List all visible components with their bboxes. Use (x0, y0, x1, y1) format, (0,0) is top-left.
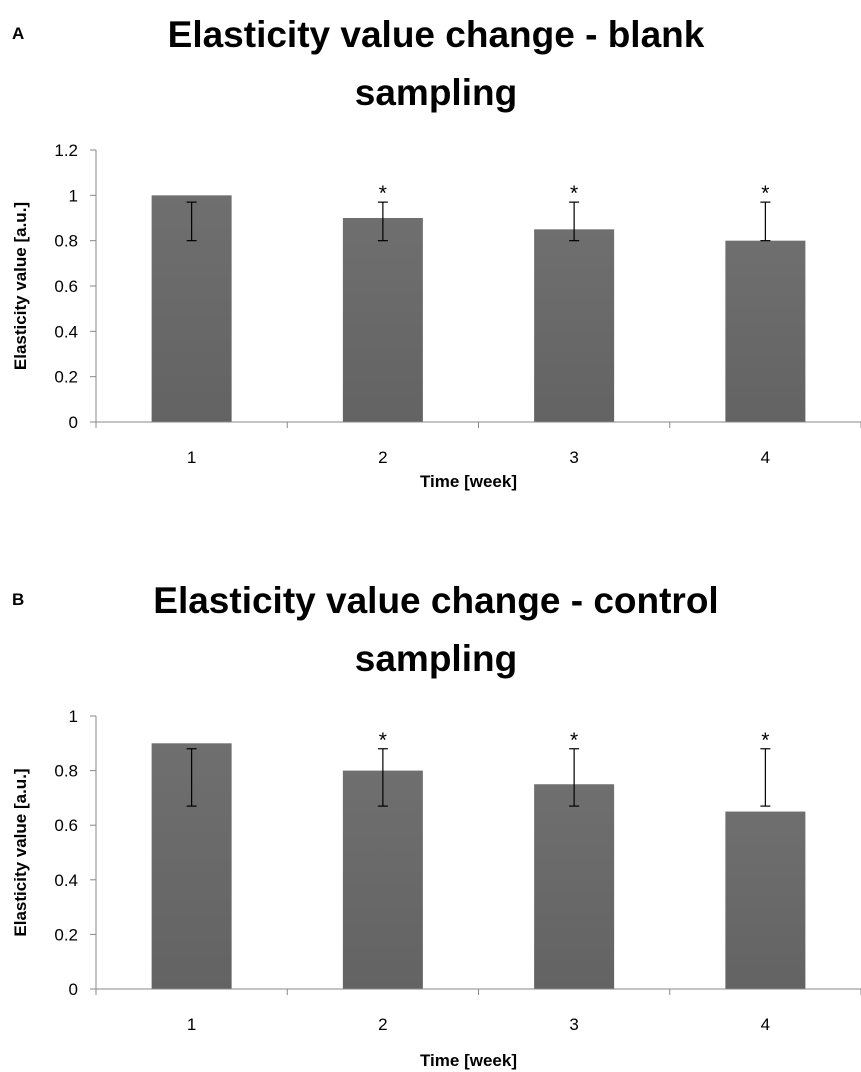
significance-marker: * (570, 182, 578, 205)
error-bar (569, 748, 580, 807)
y-tick-label: 0.4 (54, 322, 78, 341)
x-axis-title: Time [week] (420, 472, 517, 491)
bar-chart: 0 0.2 0.4 0.6 0.8 1 1.2 1 2 3 4 * * * Time [week] Elast… (11, 141, 861, 491)
x-tick-label: 4 (761, 1015, 770, 1034)
significance-marker: * (379, 729, 387, 752)
bar (725, 811, 806, 989)
significance-marker: * (379, 182, 387, 205)
chart-panel-a: A Elasticity value change - blank sampli… (11, 14, 861, 491)
chart-panel-b: B Elasticity value change - control samp… (0, 560, 861, 1072)
y-tick-label: 1 (69, 186, 78, 205)
chart-title: Elasticity value change - control sampli… (153, 580, 719, 679)
significance-marker: * (761, 182, 769, 205)
chart-title: Elasticity value change - blank sampling (167, 14, 705, 113)
y-tick-label: 1.2 (54, 141, 78, 160)
bar-chart: 0 0.2 0.4 0.6 0.8 1 1 2 3 4 * * * Time [week] Elastici… (11, 707, 861, 1070)
bar (534, 229, 615, 422)
bar (534, 784, 615, 989)
y-tick-label: 0.8 (54, 232, 78, 251)
x-tick-label: 1 (187, 448, 196, 467)
error-bar (377, 201, 388, 242)
y-axis-title: Elasticity value [a.u.] (11, 768, 30, 936)
error-bar (377, 748, 388, 807)
y-tick-label: 0.6 (54, 277, 78, 296)
x-tick-label: 2 (378, 448, 387, 467)
error-bar (569, 201, 580, 242)
y-tick-label: 0.2 (54, 368, 78, 387)
y-tick-label: 0 (69, 413, 78, 432)
error-bar (760, 201, 771, 242)
error-bar (186, 201, 197, 242)
y-tick-label: 0.8 (54, 762, 78, 781)
y-tick-label: 0.4 (54, 871, 78, 890)
significance-marker: * (761, 729, 769, 752)
significance-marker: * (570, 729, 578, 752)
x-tick-label: 3 (569, 448, 578, 467)
bar (342, 770, 423, 989)
x-tick-label: 3 (569, 1015, 578, 1034)
panel-letter: A (12, 24, 25, 43)
x-tick-label: 4 (761, 448, 770, 467)
panel-letter: B (12, 590, 25, 609)
error-bar (760, 748, 771, 807)
error-bar (186, 748, 197, 807)
y-tick-label: 0.2 (54, 925, 78, 944)
bar (725, 240, 806, 422)
y-tick-label: 0.6 (54, 816, 78, 835)
x-tick-label: 2 (378, 1015, 387, 1034)
y-tick-label: 1 (69, 707, 78, 726)
y-tick-label: 0 (69, 980, 78, 999)
y-axis-title: Elasticity value [a.u.] (11, 202, 30, 370)
x-axis-title: Time [week] (420, 1051, 517, 1070)
x-tick-label: 1 (187, 1015, 196, 1034)
bar (342, 218, 423, 422)
